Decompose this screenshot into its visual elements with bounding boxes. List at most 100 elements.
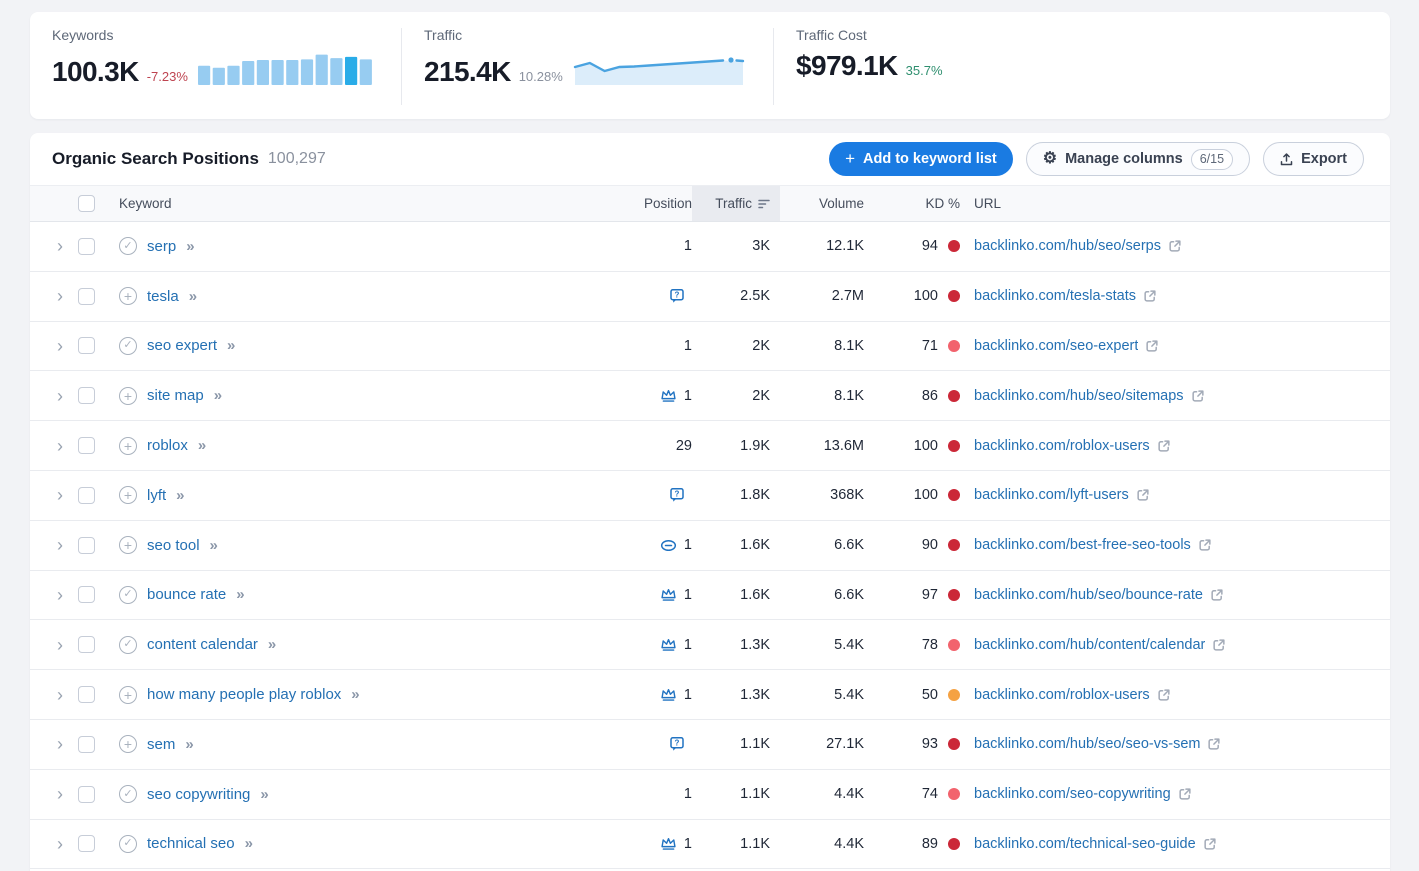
expand-row-chevron-icon[interactable]: › — [57, 237, 63, 255]
plus-circle-icon[interactable]: + — [119, 387, 137, 405]
row-checkbox[interactable] — [78, 437, 95, 454]
keyword-double-chevron-icon[interactable]: » — [214, 387, 223, 404]
export-button[interactable]: Export — [1263, 142, 1364, 176]
url-link[interactable]: backlinko.com/hub/content/calendar — [974, 637, 1205, 653]
crown-icon — [660, 388, 677, 403]
column-keyword[interactable]: Keyword — [119, 196, 612, 211]
expand-row-chevron-icon[interactable]: › — [57, 735, 63, 753]
keyword-double-chevron-icon[interactable]: » — [245, 835, 254, 852]
plus-circle-icon[interactable]: + — [119, 287, 137, 305]
url-link[interactable]: backlinko.com/hub/seo/sitemaps — [974, 388, 1184, 404]
external-link-icon[interactable] — [1178, 787, 1192, 801]
keyword-link[interactable]: seo copywriting — [147, 786, 250, 803]
keyword-link[interactable]: site map — [147, 387, 204, 404]
external-link-icon[interactable] — [1143, 289, 1157, 303]
keyword-link[interactable]: content calendar — [147, 636, 258, 653]
url-link[interactable]: backlinko.com/roblox-users — [974, 438, 1150, 454]
keyword-double-chevron-icon[interactable]: » — [227, 337, 236, 354]
external-link-icon[interactable] — [1136, 488, 1150, 502]
url-link[interactable]: backlinko.com/technical-seo-guide — [974, 836, 1196, 852]
column-traffic[interactable]: Traffic — [692, 186, 780, 221]
keyword-link[interactable]: seo expert — [147, 337, 217, 354]
expand-row-chevron-icon[interactable]: › — [57, 835, 63, 853]
keyword-link[interactable]: bounce rate — [147, 586, 226, 603]
row-checkbox[interactable] — [78, 487, 95, 504]
keyword-double-chevron-icon[interactable]: » — [268, 636, 277, 653]
expand-row-chevron-icon[interactable]: › — [57, 686, 63, 704]
select-all-checkbox[interactable] — [78, 195, 95, 212]
row-checkbox[interactable] — [78, 835, 95, 852]
keyword-link[interactable]: lyft — [147, 487, 166, 504]
row-checkbox[interactable] — [78, 288, 95, 305]
table-row: › ✓ serp » 1 3K 12.1K 94 backlinko.com/h… — [30, 222, 1390, 272]
plus-circle-icon[interactable]: + — [119, 486, 137, 504]
external-link-icon[interactable] — [1198, 538, 1212, 552]
manage-columns-button[interactable]: ⚙ Manage columns 6/15 — [1026, 142, 1250, 176]
keyword-link[interactable]: roblox — [147, 437, 188, 454]
row-checkbox[interactable] — [78, 786, 95, 803]
keyword-link[interactable]: how many people play roblox — [147, 686, 341, 703]
volume-value: 5.4K — [834, 637, 864, 653]
url-link[interactable]: backlinko.com/seo-expert — [974, 338, 1138, 354]
expand-row-chevron-icon[interactable]: › — [57, 437, 63, 455]
row-checkbox[interactable] — [78, 238, 95, 255]
keyword-double-chevron-icon[interactable]: » — [176, 487, 185, 504]
plus-circle-icon[interactable]: + — [119, 437, 137, 455]
external-link-icon[interactable] — [1207, 737, 1221, 751]
row-checkbox[interactable] — [78, 537, 95, 554]
row-checkbox[interactable] — [78, 387, 95, 404]
position-value: 1 — [684, 388, 692, 404]
url-link[interactable]: backlinko.com/lyft-users — [974, 487, 1129, 503]
expand-row-chevron-icon[interactable]: › — [57, 536, 63, 554]
expand-row-chevron-icon[interactable]: › — [57, 586, 63, 604]
keyword-link[interactable]: technical seo — [147, 835, 235, 852]
plus-circle-icon[interactable]: + — [119, 536, 137, 554]
keyword-double-chevron-icon[interactable]: » — [198, 437, 207, 454]
expand-row-chevron-icon[interactable]: › — [57, 337, 63, 355]
external-link-icon[interactable] — [1191, 389, 1205, 403]
expand-row-chevron-icon[interactable]: › — [57, 486, 63, 504]
column-position[interactable]: Position — [612, 196, 692, 211]
add-to-keyword-list-button[interactable]: + Add to keyword list — [829, 142, 1013, 176]
keyword-double-chevron-icon[interactable]: » — [260, 786, 269, 803]
keyword-double-chevron-icon[interactable]: » — [236, 586, 245, 603]
row-checkbox[interactable] — [78, 586, 95, 603]
url-link[interactable]: backlinko.com/hub/seo/serps — [974, 238, 1161, 254]
keyword-link[interactable]: serp — [147, 238, 176, 255]
url-link[interactable]: backlinko.com/best-free-seo-tools — [974, 537, 1191, 553]
row-checkbox[interactable] — [78, 636, 95, 653]
url-link[interactable]: backlinko.com/hub/seo/bounce-rate — [974, 587, 1203, 603]
external-link-icon[interactable] — [1212, 638, 1226, 652]
external-link-icon[interactable] — [1168, 239, 1182, 253]
url-link[interactable]: backlinko.com/seo-copywriting — [974, 786, 1171, 802]
external-link-icon[interactable] — [1203, 837, 1217, 851]
url-link[interactable]: backlinko.com/tesla-stats — [974, 288, 1136, 304]
keyword-link[interactable]: tesla — [147, 288, 179, 305]
url-link[interactable]: backlinko.com/roblox-users — [974, 687, 1150, 703]
external-link-icon[interactable] — [1157, 439, 1171, 453]
row-checkbox[interactable] — [78, 736, 95, 753]
expand-row-chevron-icon[interactable]: › — [57, 287, 63, 305]
column-kd[interactable]: KD % — [864, 196, 960, 211]
kd-difficulty-dot — [948, 689, 960, 701]
keyword-link[interactable]: seo tool — [147, 537, 200, 554]
keyword-link[interactable]: sem — [147, 736, 175, 753]
url-link[interactable]: backlinko.com/hub/seo/seo-vs-sem — [974, 736, 1200, 752]
plus-circle-icon[interactable]: + — [119, 735, 137, 753]
column-url[interactable]: URL — [960, 196, 1390, 211]
external-link-icon[interactable] — [1210, 588, 1224, 602]
keyword-double-chevron-icon[interactable]: » — [210, 537, 219, 554]
keyword-double-chevron-icon[interactable]: » — [186, 238, 195, 255]
keyword-double-chevron-icon[interactable]: » — [189, 288, 198, 305]
expand-row-chevron-icon[interactable]: › — [57, 387, 63, 405]
row-checkbox[interactable] — [78, 686, 95, 703]
expand-row-chevron-icon[interactable]: › — [57, 785, 63, 803]
external-link-icon[interactable] — [1157, 688, 1171, 702]
keyword-double-chevron-icon[interactable]: » — [351, 686, 360, 703]
external-link-icon[interactable] — [1145, 339, 1159, 353]
expand-row-chevron-icon[interactable]: › — [57, 636, 63, 654]
plus-circle-icon[interactable]: + — [119, 686, 137, 704]
row-checkbox[interactable] — [78, 337, 95, 354]
keyword-double-chevron-icon[interactable]: » — [185, 736, 194, 753]
column-volume[interactable]: Volume — [780, 196, 864, 211]
